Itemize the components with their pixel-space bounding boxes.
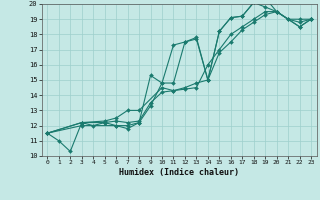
X-axis label: Humidex (Indice chaleur): Humidex (Indice chaleur) [119, 168, 239, 177]
